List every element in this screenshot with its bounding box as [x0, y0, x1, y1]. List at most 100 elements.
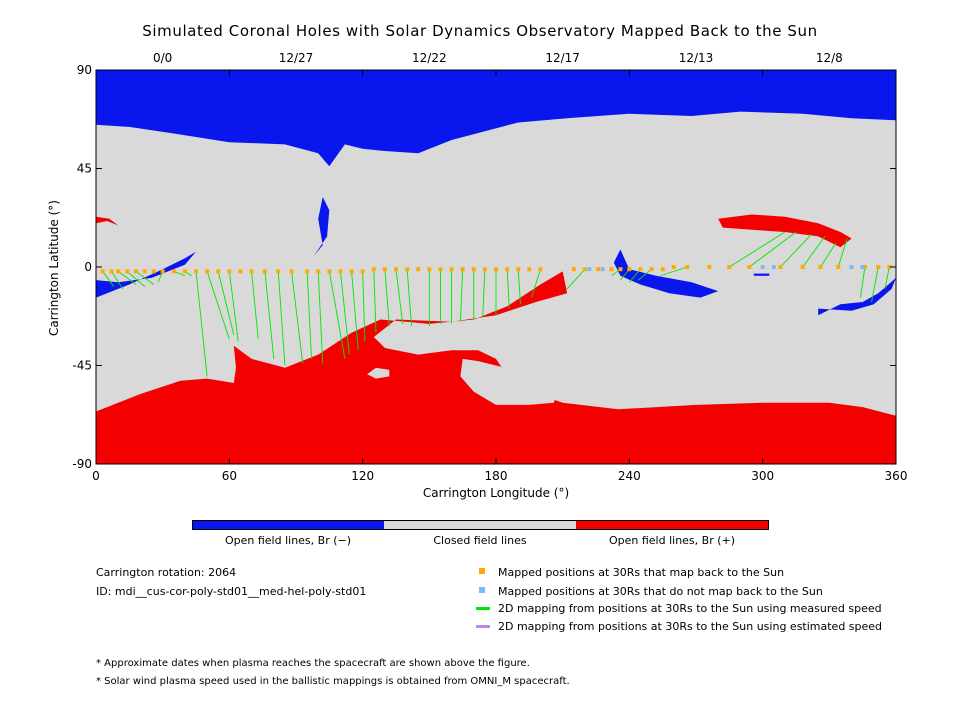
mapped-point-50 [671, 265, 676, 269]
mapped-point-53 [727, 265, 732, 269]
legend-mapped-label: Mapped positions at 30Rs that map back t… [498, 566, 785, 579]
mapping-line-49 [871, 266, 879, 303]
x-axis-label: Carrington Longitude (°) [422, 486, 570, 500]
mapped-point-39 [527, 267, 532, 272]
mapped-point-38 [516, 267, 521, 272]
mapping-line-16 [306, 271, 313, 359]
unmapped-point-5 [860, 265, 865, 269]
region-closed-2 [460, 358, 559, 405]
mapping-line-4 [135, 271, 155, 285]
mapped-point-8 [171, 269, 176, 274]
mapping-line-23 [384, 269, 390, 327]
mapping-line-39 [628, 268, 641, 283]
mapping-line-9 [206, 271, 230, 340]
unmapped-point-2 [760, 265, 765, 269]
region-positive-4 [718, 214, 852, 248]
mapped-point-26 [382, 267, 387, 272]
y-tick-label-0: -90 [72, 457, 92, 471]
region-positive-5 [96, 216, 119, 226]
mapping-line-17 [317, 271, 324, 364]
region-negative-7 [313, 197, 330, 257]
legend-measured-line [476, 607, 490, 610]
mapped-point-9 [182, 269, 187, 274]
mapped-point-42 [582, 267, 587, 272]
mapped-point-16 [262, 269, 267, 274]
mapped-point-4 [134, 269, 138, 274]
mapping-line-45 [802, 236, 826, 268]
mapping-line-10 [217, 271, 235, 335]
mapping-line-29 [459, 269, 464, 322]
region-negative-10 [753, 273, 770, 276]
x-tick-label-6: 360 [885, 469, 908, 483]
mapped-point-27 [394, 267, 398, 272]
carrington-rotation: Carrington rotation: 2064 [96, 566, 237, 579]
colorbar-closed [384, 520, 576, 529]
x-tick-label-3: 180 [485, 469, 508, 483]
mapped-point-57 [818, 265, 823, 269]
mapping-line-43 [749, 231, 797, 268]
mapping-line-50 [884, 266, 890, 289]
mapping-line-35 [531, 269, 541, 298]
mapped-point-15 [249, 269, 254, 274]
map-layer [96, 70, 896, 464]
mapped-point-5 [142, 269, 147, 274]
mapped-point-29 [416, 267, 421, 272]
region-negative-9 [818, 277, 896, 316]
mapping-line-14 [277, 271, 286, 366]
mapped-point-52 [707, 265, 712, 269]
colorbar-label-closed: Closed field lines [433, 534, 527, 547]
mapped-point-28 [405, 267, 410, 272]
mapping-line-31 [482, 269, 486, 318]
mapped-point-32 [449, 267, 454, 272]
mapped-point-19 [305, 269, 310, 274]
colorbar-positive [576, 520, 768, 529]
colorbar-negative [192, 520, 384, 529]
legend-unmapped-marker [479, 587, 485, 593]
legend-mapped-marker [479, 568, 485, 574]
x-tick-label-5: 300 [751, 469, 774, 483]
mapped-point-41 [571, 267, 576, 272]
mapped-point-14 [238, 269, 243, 274]
mapped-points-layer [100, 265, 892, 274]
mapped-point-10 [194, 269, 198, 274]
date-label-0: 0/0 [153, 51, 172, 65]
mapped-point-43 [596, 267, 601, 272]
date-label-5: 12/8 [816, 51, 843, 65]
mapping-line-15 [291, 271, 304, 364]
mapped-point-37 [505, 267, 510, 272]
y-axis-label: Carrington Latitude (°) [47, 200, 61, 336]
mapped-point-56 [800, 265, 805, 269]
mapped-point-54 [747, 265, 752, 269]
mapped-point-23 [349, 269, 354, 274]
mapped-point-25 [371, 267, 376, 272]
mapped-point-20 [316, 269, 321, 274]
mapped-point-59 [862, 265, 867, 269]
footnote-speed: * Solar wind plasma speed used in the ba… [96, 676, 570, 687]
y-tick-label-4: 90 [77, 63, 92, 77]
mapped-point-60 [876, 265, 881, 269]
footnote-dates: * Approximate dates when plasma reaches … [96, 658, 530, 669]
unmapped-point-3 [771, 265, 776, 269]
date-label-2: 12/22 [412, 51, 447, 65]
mapped-point-33 [460, 267, 465, 272]
legend-estimated-label: 2D mapping from positions at 30Rs to the… [498, 620, 883, 633]
mapped-point-61 [887, 265, 892, 269]
x-tick-label-4: 240 [618, 469, 641, 483]
unmapped-point-0 [587, 267, 592, 272]
mapped-point-17 [276, 269, 281, 274]
colorbar-label-positive: Open field lines, Br (+) [608, 534, 736, 547]
x-tick-label-2: 120 [351, 469, 374, 483]
mapping-line-36 [566, 268, 586, 290]
mapping-line-20 [351, 271, 359, 351]
region-negative-0 [96, 70, 896, 167]
y-tick-label-1: -45 [72, 359, 92, 373]
mapping-line-48 [859, 266, 866, 298]
mapped-point-6 [151, 269, 156, 274]
y-tick-label-2: 0 [84, 260, 92, 274]
mapping-line-8 [195, 271, 208, 377]
mapped-point-51 [685, 265, 690, 269]
mapping-line-12 [251, 271, 259, 340]
colorbar-border [192, 520, 769, 530]
mapping-line-2 [117, 271, 137, 285]
